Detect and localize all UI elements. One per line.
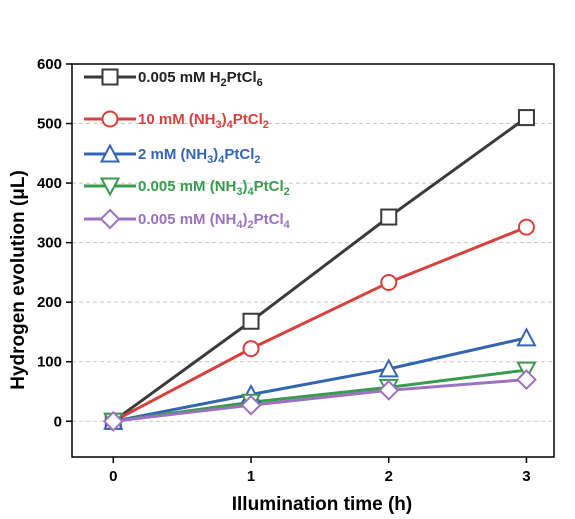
- plot-frame: [71, 63, 555, 458]
- legend-marker-4: [99, 208, 121, 230]
- data-point-s4-1: [240, 394, 262, 416]
- series-line-1: [112, 225, 528, 423]
- tick-labels: 0 100 200 300 400 500 600 0 1 2 3: [37, 56, 531, 485]
- series-markers: [102, 109, 537, 432]
- series-lines: [112, 116, 528, 423]
- x-tick-label-1: 1: [247, 468, 255, 485]
- data-point-s0-1: [242, 312, 260, 330]
- y-tick-label-5: 500: [37, 116, 62, 133]
- legend: 0.005 mM H2PtCl6 10 mM (NH3)4PtCl2 2 mM …: [84, 68, 291, 231]
- data-point-s2-3: [516, 327, 537, 347]
- legend-label-h2ptcl6: 0.005 mM H2PtCl6: [138, 69, 263, 89]
- data-point-s4-3: [516, 369, 537, 391]
- series-line-2: [113, 336, 527, 423]
- data-point-s4-0: [102, 410, 124, 432]
- data-point-s0-3: [517, 109, 535, 127]
- y-tick-label-4: 400: [37, 175, 62, 192]
- legend-label-2mm-nh34ptcl2: 2 mM (NH3)4PtCl2: [138, 146, 261, 166]
- x-axis-title: Illumination time (h): [232, 494, 413, 515]
- data-point-s1-1: [242, 340, 260, 358]
- x-tick-label-3: 3: [522, 468, 530, 485]
- series-line-0: [112, 116, 528, 423]
- legend-marker-1: [101, 110, 119, 128]
- series-line-4: [113, 378, 527, 423]
- axes: [66, 63, 555, 463]
- y-tick-label-6: 600: [37, 56, 62, 73]
- legend-label-10mm-nh34ptcl2: 10 mM (NH3)4PtCl2: [138, 111, 269, 131]
- data-point-s1-3: [517, 218, 535, 236]
- y-axis-title: Hydrogen evolution (μL): [8, 170, 29, 390]
- data-point-s4-2: [378, 379, 400, 401]
- legend-marker-3: [99, 177, 121, 197]
- y-tick-label-0: 0: [54, 413, 62, 430]
- x-tick-label-0: 0: [109, 468, 117, 485]
- data-point-s2-2: [378, 358, 399, 378]
- data-point-s1-2: [380, 274, 398, 292]
- legend-label-0005mm-nh34ptcl2: 0.005 mM (NH3)4PtCl2: [138, 178, 290, 198]
- x-tick-label-2: 2: [385, 468, 393, 485]
- legend-marker-2: [99, 143, 121, 163]
- y-tick-label-2: 200: [37, 294, 62, 311]
- legend-marker-0: [101, 68, 119, 86]
- y-tick-label-1: 100: [37, 354, 62, 371]
- data-point-s0-2: [380, 208, 398, 226]
- legend-label-0005mm-nh42ptcl4: 0.005 mM (NH4)2PtCl4: [138, 211, 291, 231]
- y-tick-label-3: 300: [37, 235, 62, 252]
